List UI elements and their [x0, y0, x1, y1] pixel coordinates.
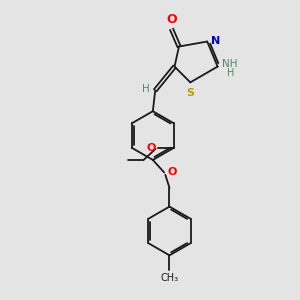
Text: N: N — [212, 36, 220, 46]
Text: NH: NH — [222, 58, 237, 69]
Text: H: H — [227, 68, 235, 78]
Text: CH₃: CH₃ — [160, 273, 178, 283]
Text: O: O — [166, 13, 177, 26]
Text: O: O — [146, 143, 156, 153]
Text: O: O — [167, 167, 176, 177]
Text: H: H — [142, 84, 150, 94]
Text: S: S — [186, 88, 194, 98]
